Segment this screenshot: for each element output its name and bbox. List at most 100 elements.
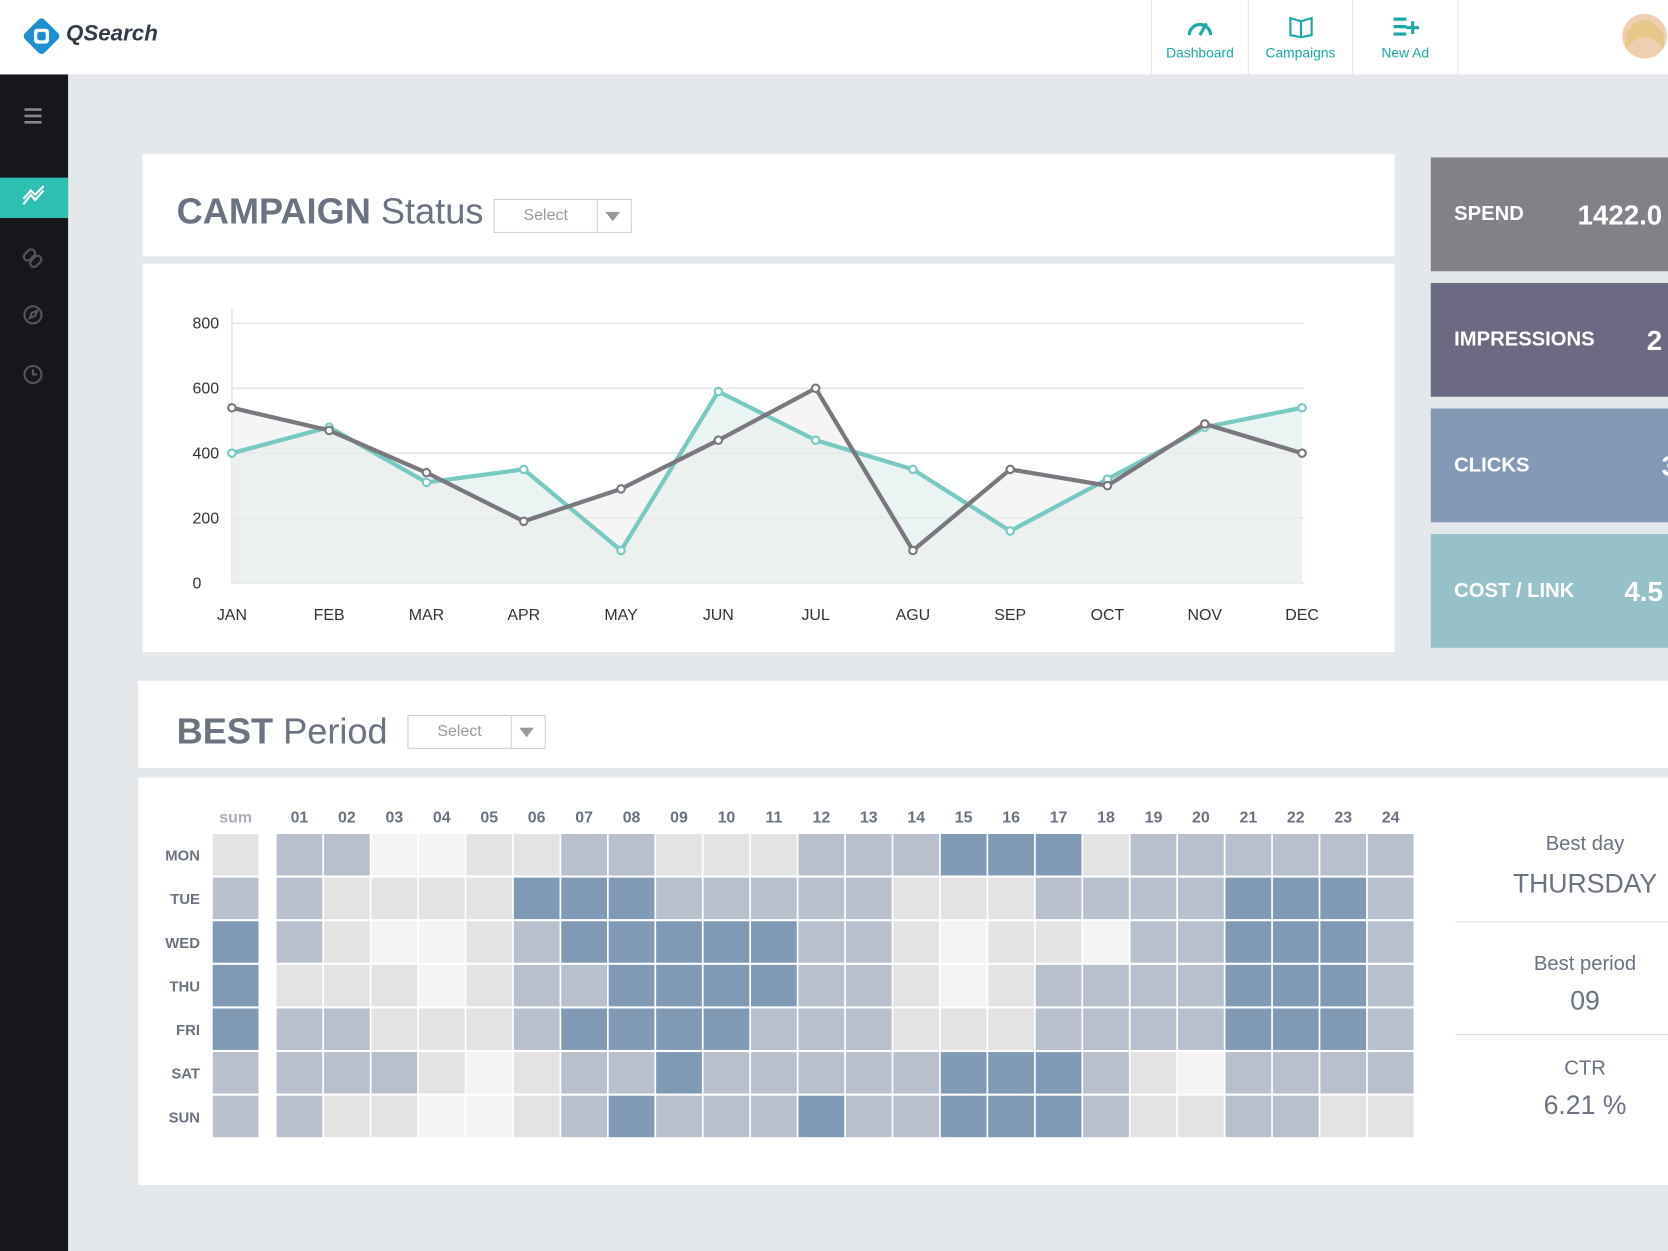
stat-card: CLICKS 3	[1430, 408, 1668, 523]
heat-cell	[1272, 1008, 1319, 1050]
heat-cell	[988, 877, 1034, 920]
heat-cell	[1225, 1008, 1272, 1050]
heat-cell	[1035, 921, 1082, 963]
heat-cell	[1178, 877, 1224, 920]
heat-cell	[561, 1008, 607, 1050]
nav-campaigns[interactable]: Campaigns	[1247, 0, 1352, 75]
heat-cell	[751, 1052, 797, 1094]
heat-cell	[513, 1052, 560, 1094]
select[interactable]: Select	[493, 198, 632, 233]
heat-cell	[466, 1008, 513, 1050]
heat-cell	[1178, 834, 1224, 876]
column-label: 20	[1192, 809, 1210, 826]
heat-cell	[798, 877, 845, 920]
chart-icon	[22, 185, 45, 205]
heat-cell	[1272, 877, 1319, 920]
point	[227, 448, 237, 458]
heat-cell	[940, 877, 987, 920]
heat-cell	[1130, 877, 1177, 920]
heat-cell	[798, 834, 845, 876]
heat-cell	[1130, 1052, 1177, 1094]
heat-cell	[1178, 921, 1224, 963]
title-rest: Period	[283, 711, 388, 753]
y-tick-label: 600	[193, 381, 220, 398]
summary-label: CTR	[1564, 1057, 1606, 1080]
stat-value: 4.5	[1624, 575, 1663, 608]
heat-cell	[371, 1052, 418, 1094]
heat-cell	[466, 921, 513, 963]
heat-cell	[1225, 877, 1272, 920]
compass-icon[interactable]	[23, 305, 43, 325]
heat-cell	[1083, 1008, 1129, 1050]
point	[1005, 464, 1015, 475]
heat-cell	[212, 1052, 259, 1094]
heat-cell	[1225, 964, 1272, 1007]
point	[810, 435, 821, 445]
summary-label: Best period	[1533, 953, 1637, 976]
nav-new-ad[interactable]: New Ad	[1352, 0, 1459, 75]
heat-cell	[418, 964, 465, 1007]
heat-cell	[324, 877, 370, 920]
heat-cell	[988, 964, 1034, 1007]
point	[421, 477, 432, 488]
title-bold: CAMPAIGN	[176, 191, 371, 232]
row-label: MON	[165, 849, 200, 865]
column-label: 10	[718, 809, 736, 826]
heat-cell	[1083, 964, 1129, 1007]
top-bar: QSearch Dashboard Campaigns New Ad	[0, 0, 1668, 76]
heat-cell	[893, 1008, 940, 1050]
menu-icon[interactable]	[24, 108, 42, 124]
column-label: 19	[1145, 809, 1163, 826]
heat-cell	[1035, 1052, 1082, 1094]
heat-cell	[1083, 1052, 1129, 1094]
heat-cell	[1272, 1095, 1319, 1138]
heat-cell	[1367, 1095, 1414, 1138]
heat-cell	[1320, 877, 1367, 920]
heat-cell	[1367, 1008, 1414, 1050]
heat-cell	[324, 1095, 370, 1138]
nav-label: Campaigns	[1265, 44, 1336, 61]
heat-cell	[656, 877, 702, 920]
heat-cell	[656, 1052, 702, 1094]
heat-cell	[513, 834, 560, 876]
heat-cell	[466, 877, 513, 920]
heat-cell	[1367, 877, 1414, 920]
heat-cell	[940, 1052, 987, 1094]
avatar[interactable]	[1621, 13, 1668, 60]
link-icon[interactable]	[22, 248, 43, 269]
title-bold: BEST	[176, 711, 274, 753]
select[interactable]: Select	[407, 714, 546, 749]
heat-cell	[1083, 1095, 1129, 1138]
heat-cell	[893, 1095, 940, 1138]
heat-cell	[212, 921, 259, 963]
heat-cell	[608, 921, 655, 963]
clock-icon[interactable]	[23, 364, 43, 385]
heat-cell	[1272, 964, 1319, 1007]
x-tick-label: OCT	[1091, 607, 1125, 624]
heat-cell	[751, 921, 797, 963]
heat-cell	[608, 834, 655, 876]
heat-cell	[1225, 1052, 1272, 1094]
heat-cell	[988, 834, 1034, 876]
heat-cell	[466, 964, 513, 1007]
nav-icon	[1393, 17, 1420, 36]
x-tick-label: APR	[507, 607, 540, 624]
divider	[1455, 921, 1668, 923]
column-label: 16	[1002, 809, 1020, 826]
heat-cell	[703, 964, 750, 1007]
nav-dashboard[interactable]: Dashboard	[1151, 0, 1248, 75]
y-tick-label: 400	[193, 445, 220, 462]
y-tick-label: 800	[193, 316, 220, 333]
heat-cell	[703, 877, 750, 920]
point	[1297, 402, 1307, 413]
heat-cell	[1225, 834, 1272, 876]
section-title: BEST Period	[177, 712, 388, 753]
row-label: FRI	[176, 1023, 200, 1039]
heat-cell	[418, 921, 465, 963]
point	[908, 545, 918, 556]
heat-cell	[371, 834, 418, 876]
point	[518, 516, 529, 527]
heat-cell	[893, 834, 940, 876]
heat-cell	[324, 834, 370, 876]
heat-cell	[276, 1095, 323, 1138]
